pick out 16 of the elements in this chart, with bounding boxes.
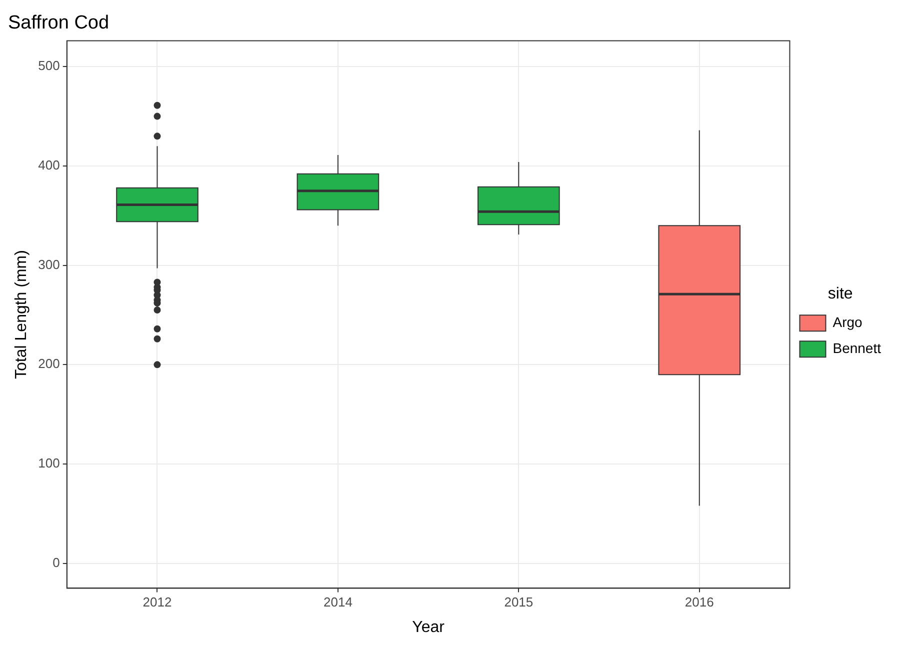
y-tick-label: 500 <box>38 58 60 74</box>
x-tick-label: 2014 <box>323 594 352 610</box>
x-tick-label: 2016 <box>684 594 714 610</box>
y-tick-label: 300 <box>38 256 60 272</box>
y-tick-label: 200 <box>38 356 60 372</box>
x-tick-label: 2012 <box>142 594 172 610</box>
legend-title: site <box>828 285 853 302</box>
y-tick-label: 100 <box>38 456 60 471</box>
y-axis-title: Total Length (mm) <box>13 250 30 379</box>
legend-label: Argo <box>832 314 863 330</box>
chart-title: Saffron Cod <box>8 12 110 34</box>
y-tick-label: 0 <box>52 554 60 570</box>
y-tick-label: 400 <box>38 158 60 173</box>
x-tick-label: 2015 <box>504 594 534 610</box>
x-axis-title: Year <box>412 618 446 636</box>
legend-label: Bennett <box>832 340 882 356</box>
